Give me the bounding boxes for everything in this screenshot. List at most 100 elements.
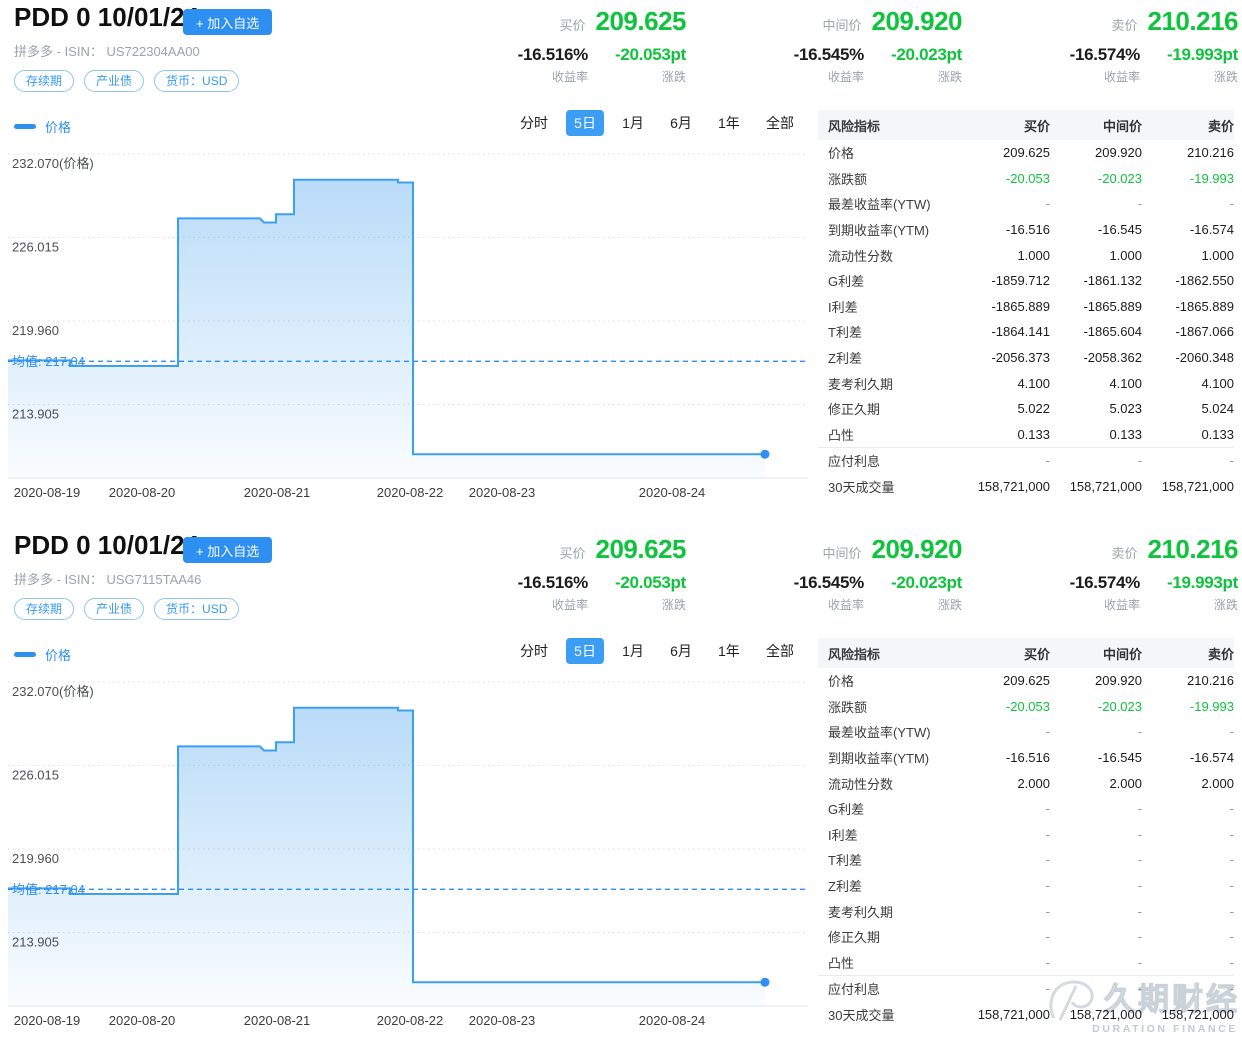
risk-row-value: -16.545 [1097, 222, 1142, 238]
tab-range-4[interactable]: 6月 [670, 115, 692, 131]
tag-badge: 货币：USD [154, 70, 240, 92]
quote-change-label: 涨跌 [937, 598, 962, 612]
tab-range-5[interactable]: 1年 [718, 643, 740, 659]
risk-row-label: 流动性分数 [828, 248, 894, 264]
tab-range-4[interactable]: 6月 [670, 643, 692, 659]
x-axis-label: 2020-08-23 [469, 485, 536, 500]
risk-row-label: I利差 [828, 299, 858, 315]
price-area-fill [8, 179, 765, 479]
risk-row-value: -1864.141 [991, 324, 1050, 340]
add-to-watchlist-button[interactable]: + 加入自选 [183, 537, 273, 563]
tab-range-3[interactable]: 1月 [622, 115, 644, 131]
risk-table-row: Z利差 -2056.373 -2058.362 -2060.348 [818, 345, 1234, 371]
risk-table-header-row: 风险指标 买价 中间价 卖价 [818, 110, 1234, 140]
risk-row-value: 158,721,000 [977, 1007, 1050, 1023]
risk-table-row: 涨跌额 -20.053 -20.023 -19.993 [818, 694, 1234, 720]
quote-change-value: -19.993pt [1166, 573, 1238, 592]
tab-range-3[interactable]: 1月 [622, 643, 644, 659]
quote-price: 209.920 [871, 534, 963, 564]
quote-bid: 买价 209.625 -16.516% -20.053pt 收益率 涨跌 [500, 6, 687, 85]
quote-price: 209.625 [595, 534, 687, 564]
risk-row-value: - [1229, 801, 1234, 817]
tag-list: 存续期 产业债 货币：USD [14, 70, 240, 92]
risk-row-value: -2060.348 [1175, 350, 1234, 366]
last-point-dot [760, 449, 770, 459]
risk-row-value: - [1229, 954, 1234, 970]
risk-row-value: -16.545 [1097, 750, 1142, 766]
tab-range-1[interactable]: 分时 [520, 115, 548, 131]
tab-range-6[interactable]: 全部 [765, 643, 794, 659]
risk-table-row: T利差 -1864.141 -1865.604 -1867.066 [818, 319, 1234, 345]
risk-table-row: 涨跌额 -20.053 -20.023 -19.993 [818, 166, 1234, 192]
risk-table-row: 麦考利久期 4.100 4.100 4.100 [818, 370, 1234, 396]
quote-yield-label: 收益率 [827, 70, 864, 84]
risk-row-value: 158,721,000 [977, 479, 1050, 495]
last-point-dot [760, 977, 770, 987]
risk-table-header-cell: 卖价 [1207, 646, 1234, 662]
tag-badge: 存续期 [14, 70, 75, 92]
quote-price: 210.216 [1147, 534, 1239, 564]
quote-bid: 买价 209.625 -16.516% -20.053pt 收益率 涨跌 [500, 534, 687, 613]
x-axis-label: 2020-08-24 [639, 485, 706, 500]
risk-row-label: 涨跌额 [828, 171, 868, 187]
mean-label: 均值: 217.04 [12, 354, 85, 369]
risk-row-value: 2.000 [1109, 775, 1142, 791]
risk-row-value: 158,721,000 [1069, 479, 1142, 495]
risk-row-value: 209.625 [1003, 145, 1050, 161]
risk-table-row: 到期收益率(YTM) -16.516 -16.545 -16.574 [818, 217, 1234, 243]
risk-row-value: 209.625 [1003, 673, 1050, 689]
tag-badge: 产业债 [84, 598, 145, 620]
risk-row-value: -16.574 [1189, 222, 1234, 238]
risk-table-row: 应付利息 - - - [818, 975, 1234, 1002]
tab-range-2[interactable]: 5日 [566, 110, 604, 136]
y-axis-label: 226.015 [12, 240, 59, 255]
tab-range-6[interactable]: 全部 [765, 115, 794, 131]
tab-range-1[interactable]: 分时 [520, 643, 548, 659]
risk-table-header-cell: 风险指标 [828, 118, 881, 134]
tab-range-2[interactable]: 5日 [566, 638, 604, 664]
x-axis-label: 2020-08-22 [377, 485, 444, 500]
risk-table-header-cell: 买价 [1023, 118, 1050, 134]
risk-row-value: - [1045, 724, 1050, 740]
risk-row-value: - [1229, 878, 1234, 894]
risk-row-value: 2.000 [1017, 775, 1050, 791]
quote-mid: 中间价 209.920 -16.545% -20.023pt 收益率 涨跌 [776, 6, 963, 85]
risk-row-value: -20.053 [1005, 698, 1050, 714]
x-axis-label: 2020-08-23 [469, 1013, 536, 1028]
risk-row-label: G利差 [828, 274, 865, 290]
time-range-tabs: 分时 5日 1月 6月 1年 全部 [512, 638, 802, 664]
quote-label: 卖价 [1111, 546, 1138, 561]
risk-row-value: 209.920 [1095, 673, 1142, 689]
quote-yield-label: 收益率 [1103, 598, 1140, 612]
risk-table: 风险指标 买价 中间价 卖价 价格 209.625 209.920 210.216 涨跌额 -20… [818, 110, 1234, 499]
price-chart-canvas[interactable]: 232.070(价格) 226.015 219.960 213.905 均值: 217.… [8, 140, 808, 508]
tab-range-5[interactable]: 1年 [718, 115, 740, 131]
y-axis-label: 226.015 [12, 768, 59, 783]
mean-label: 均值: 217.04 [12, 882, 85, 897]
risk-row-value: -2058.362 [1083, 350, 1142, 366]
risk-row-label: 涨跌额 [828, 699, 868, 715]
x-axis-label: 2020-08-19 [14, 1013, 81, 1028]
risk-row-label: 应付利息 [828, 982, 881, 998]
risk-row-value: -1867.066 [1175, 324, 1234, 340]
risk-table-row: 价格 209.625 209.920 210.216 [818, 140, 1234, 166]
risk-row-value: - [1045, 954, 1050, 970]
risk-row-value: 1.000 [1109, 247, 1142, 263]
risk-row-value: -1865.889 [1175, 298, 1234, 314]
risk-table-row: 修正久期 5.022 5.023 5.024 [818, 396, 1234, 422]
risk-row-label: Z利差 [828, 879, 862, 895]
risk-row-label: 30天成交量 [828, 1008, 895, 1024]
quote-ask: 卖价 210.216 -16.574% -19.993pt 收益率 涨跌 [1052, 6, 1239, 85]
risk-row-label: T利差 [828, 325, 862, 341]
quote-yield-label: 收益率 [551, 598, 588, 612]
tag-list: 存续期 产业债 货币：USD [14, 598, 240, 620]
quote-label: 中间价 [822, 546, 862, 561]
x-axis-label: 2020-08-20 [109, 1013, 176, 1028]
bond-title: PDD 0 10/01/24 [14, 2, 200, 32]
bond-panel-2: PDD 0 10/01/24 + 加入自选 拼多多 - ISIN： USG7115T… [0, 528, 1242, 1037]
watermark-swirl-icon [1049, 979, 1094, 1021]
add-to-watchlist-button[interactable]: + 加入自选 [183, 9, 273, 35]
price-chart-canvas[interactable]: 232.070(价格) 226.015 219.960 213.905 均值: 217.… [8, 668, 808, 1036]
risk-row-value: 0.133 [1109, 426, 1142, 442]
quote-yield-value: -16.545% [793, 45, 865, 64]
